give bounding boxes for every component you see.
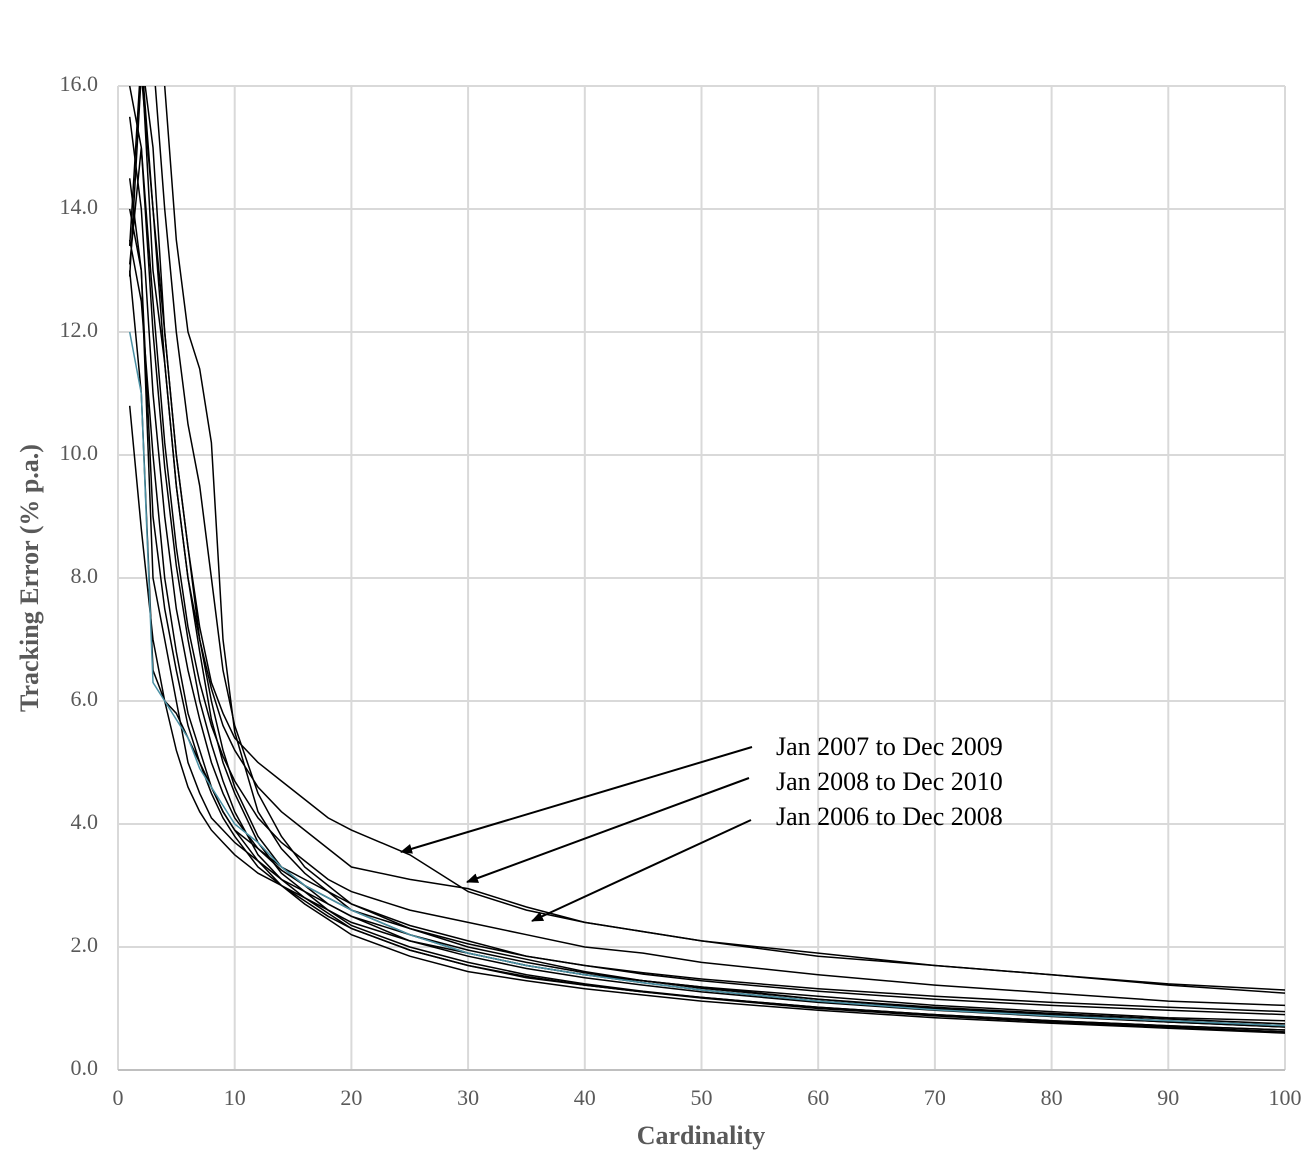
series-line [128, 178, 1285, 1031]
annotation: Jan 2007 to Dec 2009 [776, 732, 1003, 761]
x-tick-label: 30 [457, 1085, 479, 1110]
series-line [142, 86, 1285, 1028]
x-tick-label: 0 [113, 1085, 124, 1110]
y-tick-label: 14.0 [60, 194, 99, 219]
series-line [128, 86, 1285, 994]
x-tick-label: 20 [340, 1085, 362, 1110]
y-axis-title: Tracking Error (% p.a.) [15, 444, 44, 712]
y-tick-label: 10.0 [60, 440, 99, 465]
annotation: Jan 2008 to Dec 2010 [776, 767, 1003, 796]
series-line [142, 86, 1285, 1031]
series-line [128, 331, 1285, 1027]
x-tick-label: 50 [691, 1085, 713, 1110]
x-tick-label: 40 [574, 1085, 596, 1110]
x-tick-label: 60 [807, 1085, 829, 1110]
series-line [128, 239, 1285, 1034]
series-line [128, 405, 1285, 1022]
series-line [128, 86, 1285, 1033]
y-tick-label: 8.0 [71, 563, 99, 588]
series-line [154, 86, 1285, 1016]
annotation: Jan 2006 to Dec 2008 [776, 802, 1003, 831]
x-tick-label: 70 [924, 1085, 946, 1110]
x-tick-label: 80 [1041, 1085, 1063, 1110]
annotation-arrow [466, 777, 750, 883]
y-tick-label: 0.0 [71, 1055, 99, 1080]
y-tick-label: 6.0 [71, 686, 99, 711]
y-tick-label: 12.0 [60, 317, 99, 342]
annotation-arrow [531, 819, 752, 922]
x-tick-label: 90 [1157, 1085, 1179, 1110]
series-line [163, 86, 1285, 1025]
x-axis-title: Cardinality [637, 1121, 766, 1150]
x-tick-label: 100 [1269, 1085, 1302, 1110]
series-line [128, 86, 1285, 991]
series-line [128, 147, 1285, 1007]
plot-area [128, 86, 1285, 1034]
series-line [128, 270, 1285, 1027]
series-line [128, 116, 1285, 1013]
x-tick-label: 10 [224, 1085, 246, 1110]
y-tick-label: 2.0 [71, 932, 99, 957]
y-tick-label: 16.0 [60, 71, 99, 96]
annotation-arrow [400, 746, 753, 854]
y-tick-label: 4.0 [71, 809, 99, 834]
